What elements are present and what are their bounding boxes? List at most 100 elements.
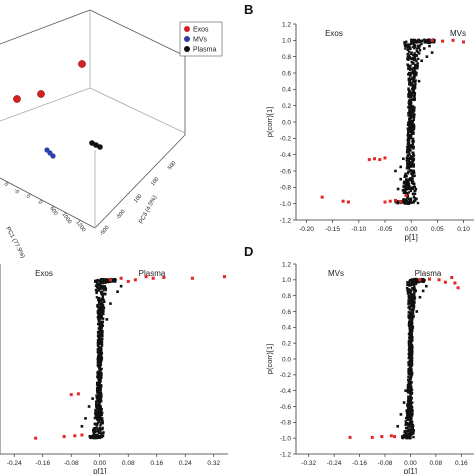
splot-d-panel: -1.2 -1.0 -0.8 -0.6 -0.4 -0.2 0.0 0.2 0.4 0.6 0.8 1… — [265, 261, 474, 474]
feature-point-black — [100, 351, 103, 354]
feature-point-black — [408, 402, 411, 405]
feature-point-black — [408, 137, 411, 140]
feature-point-black — [409, 373, 413, 377]
feature-point-black — [397, 200, 400, 203]
feature-point-black — [414, 289, 417, 293]
feature-point-black — [404, 183, 408, 186]
feature-point-black — [413, 46, 416, 50]
feature-point-black — [413, 296, 417, 299]
feature-point-black — [101, 434, 105, 438]
feature-point-black — [409, 341, 413, 345]
feature-point-black — [420, 40, 423, 43]
y-tick-label: 1.2 — [282, 261, 291, 268]
feature-point-black — [406, 429, 409, 433]
feature-point-black — [101, 317, 105, 320]
feature-point-black — [410, 130, 413, 133]
feature-point-black — [412, 88, 416, 91]
feature-point-black — [98, 379, 101, 382]
pc3-tick: 100 — [150, 176, 161, 187]
feature-point-red — [69, 393, 73, 397]
x-tick-label: -0.20 — [299, 226, 314, 233]
feature-point-black — [94, 436, 97, 439]
x-tick-label: -0.32 — [301, 460, 316, 467]
feature-point-black — [101, 296, 105, 299]
feature-point-black — [408, 125, 411, 129]
feature-point-black — [418, 40, 422, 44]
pc3-tick: 100 — [133, 193, 144, 204]
group-right-label: Plasma — [415, 269, 442, 278]
feature-point-black — [404, 389, 407, 392]
x-tick-label: 0.00 — [405, 226, 418, 233]
feature-point-red — [320, 195, 324, 199]
pca-legend: Exos MVs Plasma — [179, 21, 223, 57]
feature-point-black — [408, 178, 412, 182]
feature-point-black — [407, 67, 410, 70]
feature-point-black — [100, 302, 104, 305]
feature-point-black — [417, 57, 420, 61]
feature-point-black — [407, 154, 410, 157]
feature-point-black — [98, 426, 101, 429]
feature-point-black — [411, 300, 414, 303]
feature-point-black — [409, 84, 412, 87]
feature-point-red — [389, 434, 393, 438]
feature-point-black — [408, 56, 411, 59]
pc1-tick: 600 — [48, 206, 58, 217]
feature-point-black — [411, 432, 415, 435]
feature-point-black — [407, 158, 411, 162]
feature-point-black — [94, 284, 98, 287]
y-tick-label: 0.6 — [282, 70, 291, 77]
feature-point-black — [405, 175, 408, 178]
feature-point-black — [407, 418, 410, 421]
feature-point-black — [414, 41, 417, 44]
feature-point-black — [100, 310, 103, 313]
feature-point-red — [73, 434, 77, 438]
feature-point-red — [450, 275, 454, 279]
feature-point-black — [412, 157, 416, 161]
feature-point-black — [411, 179, 414, 183]
feature-point-black — [80, 424, 84, 428]
y-tick-label: 0.8 — [282, 293, 291, 300]
feature-point-black — [96, 383, 99, 387]
feature-point-black — [97, 351, 100, 354]
feature-point-black — [407, 114, 410, 117]
feature-point-black — [100, 337, 103, 340]
feature-point-black — [403, 430, 407, 434]
group-left-label: Exos — [35, 269, 53, 278]
feature-point-black — [421, 277, 425, 281]
feature-point-black — [409, 395, 412, 398]
feature-point-black — [97, 359, 100, 362]
pc3-tick: -500 — [99, 225, 111, 237]
feature-point-black — [414, 73, 418, 77]
feature-point-black — [96, 348, 99, 351]
feature-point-black — [408, 343, 412, 346]
pc3-tick: -300 — [115, 209, 127, 221]
feature-point-black — [426, 41, 430, 44]
feature-point-black — [407, 44, 411, 47]
feature-point-black — [408, 114, 412, 118]
pc1-tick: 1000 — [60, 212, 72, 225]
feature-point-black — [412, 306, 415, 310]
feature-point-black — [407, 432, 410, 435]
feature-point-black — [405, 179, 409, 182]
feature-point-black — [95, 381, 99, 385]
feature-point-black — [412, 164, 415, 167]
feature-point-black — [409, 387, 412, 390]
feature-point-black — [409, 134, 413, 137]
feature-point-black — [408, 325, 411, 328]
feature-point-black — [410, 116, 413, 119]
feature-point-black — [405, 202, 409, 205]
feature-point-black — [407, 71, 411, 75]
feature-point-black — [407, 380, 411, 384]
feature-point-black — [101, 332, 104, 336]
feature-point-black — [410, 311, 413, 314]
feature-point-black — [97, 314, 101, 317]
feature-point-black — [100, 317, 103, 320]
legend-mvs-marker — [184, 36, 190, 42]
feature-point-black — [412, 304, 415, 308]
feature-point-black — [98, 367, 101, 371]
feature-point-black — [98, 436, 101, 439]
x-axis-label: p[1] — [404, 467, 417, 474]
feature-point-black — [415, 53, 418, 57]
feature-point-black — [412, 58, 416, 61]
feature-point-black — [414, 82, 417, 86]
